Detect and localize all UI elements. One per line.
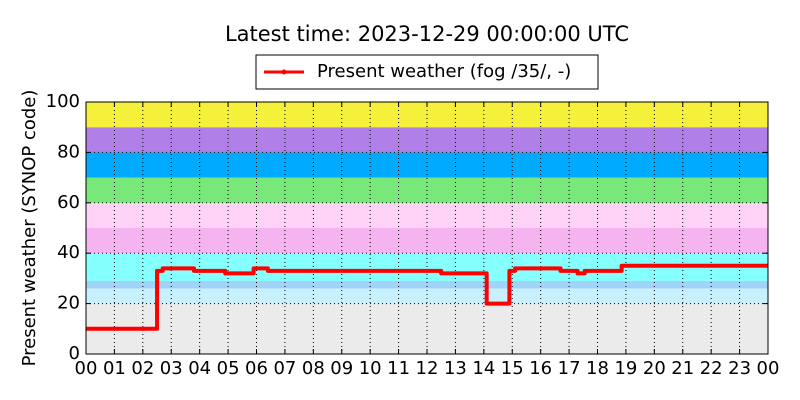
x-tick-label: 10	[359, 358, 382, 379]
y-axis-label: Present weather (SYNOP code)	[19, 90, 40, 367]
x-tick-label: 20	[643, 358, 666, 379]
x-tick-label: 07	[273, 358, 296, 379]
y-tick-label: 60	[57, 192, 80, 213]
x-tick-label: 16	[529, 358, 552, 379]
band	[86, 288, 768, 304]
x-tick-label: 22	[700, 358, 723, 379]
x-tick-label: 03	[160, 358, 183, 379]
x-tick-label: 19	[614, 358, 637, 379]
x-tick-label: 01	[103, 358, 126, 379]
y-tick-label: 40	[57, 242, 80, 263]
x-tick-label: 08	[302, 358, 325, 379]
series-line	[86, 263, 768, 331]
x-tick-label: 13	[444, 358, 467, 379]
band	[86, 127, 768, 153]
x-tick-label: 18	[586, 358, 609, 379]
x-tick-label: 04	[188, 358, 211, 379]
x-tick-label: 23	[728, 358, 751, 379]
y-tick-label: 100	[46, 91, 80, 112]
x-tick-label: 09	[330, 358, 353, 379]
x-tick-label: 00	[75, 358, 98, 379]
chart-title: Latest time: 2023-12-29 00:00:00 UTC	[225, 22, 629, 46]
legend-marker	[281, 69, 287, 75]
x-tick-label: 15	[501, 358, 524, 379]
x-tick-label: 00	[757, 358, 780, 379]
y-tick-label: 80	[57, 141, 80, 162]
band	[86, 280, 768, 289]
band	[86, 152, 768, 178]
legend-label: Present weather (fog /35/, -)	[317, 61, 571, 82]
y-tick-label: 0	[69, 343, 80, 364]
x-tick-label: 11	[387, 358, 410, 379]
plot-frame	[85, 101, 769, 355]
x-tick-label: 02	[131, 358, 154, 379]
x-tick-label: 21	[671, 358, 694, 379]
band	[86, 228, 768, 254]
x-tick-label: 05	[217, 358, 240, 379]
x-tick-label: 14	[472, 358, 495, 379]
x-tick-label: 06	[245, 358, 268, 379]
x-tick-label: 17	[558, 358, 581, 379]
y-tick-label: 20	[57, 293, 80, 314]
legend-box	[255, 54, 599, 90]
band	[86, 303, 768, 354]
x-tick-label: 12	[416, 358, 439, 379]
